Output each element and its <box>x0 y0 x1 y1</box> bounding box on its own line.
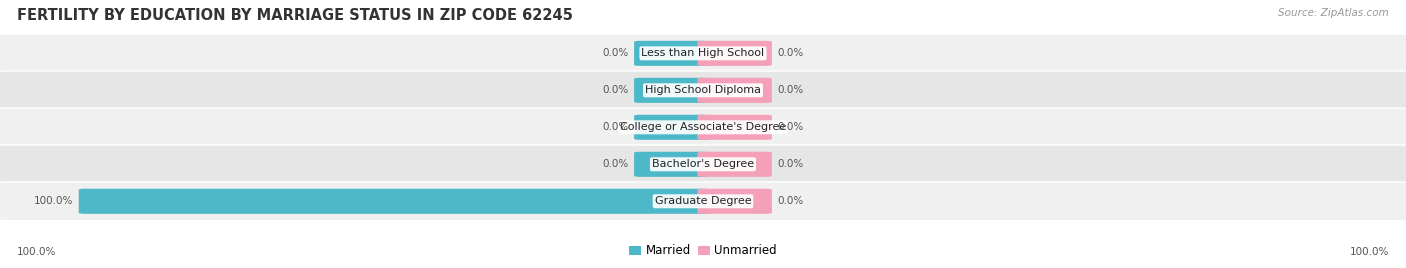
Text: 0.0%: 0.0% <box>778 196 804 206</box>
Text: 0.0%: 0.0% <box>778 85 804 95</box>
FancyBboxPatch shape <box>0 34 1406 73</box>
FancyBboxPatch shape <box>697 189 772 214</box>
Text: Source: ZipAtlas.com: Source: ZipAtlas.com <box>1278 8 1389 18</box>
Text: College or Associate's Degree: College or Associate's Degree <box>620 122 786 132</box>
FancyBboxPatch shape <box>634 115 709 140</box>
FancyBboxPatch shape <box>697 152 772 177</box>
Legend: Married, Unmarried: Married, Unmarried <box>624 240 782 262</box>
FancyBboxPatch shape <box>0 71 1406 110</box>
FancyBboxPatch shape <box>634 152 709 177</box>
Text: FERTILITY BY EDUCATION BY MARRIAGE STATUS IN ZIP CODE 62245: FERTILITY BY EDUCATION BY MARRIAGE STATU… <box>17 8 572 23</box>
Text: 0.0%: 0.0% <box>778 122 804 132</box>
FancyBboxPatch shape <box>697 115 772 140</box>
Text: 0.0%: 0.0% <box>778 159 804 169</box>
Text: 0.0%: 0.0% <box>602 122 628 132</box>
Text: 100.0%: 100.0% <box>17 247 56 257</box>
FancyBboxPatch shape <box>0 108 1406 147</box>
FancyBboxPatch shape <box>634 41 709 66</box>
Text: Bachelor's Degree: Bachelor's Degree <box>652 159 754 169</box>
FancyBboxPatch shape <box>697 78 772 103</box>
Text: 0.0%: 0.0% <box>602 159 628 169</box>
FancyBboxPatch shape <box>697 41 772 66</box>
Text: 100.0%: 100.0% <box>1350 247 1389 257</box>
Text: 0.0%: 0.0% <box>602 48 628 58</box>
FancyBboxPatch shape <box>634 78 709 103</box>
Text: High School Diploma: High School Diploma <box>645 85 761 95</box>
Text: Graduate Degree: Graduate Degree <box>655 196 751 206</box>
Text: 0.0%: 0.0% <box>602 85 628 95</box>
Text: Less than High School: Less than High School <box>641 48 765 58</box>
FancyBboxPatch shape <box>79 189 709 214</box>
FancyBboxPatch shape <box>0 182 1406 221</box>
Text: 100.0%: 100.0% <box>34 196 73 206</box>
FancyBboxPatch shape <box>0 145 1406 184</box>
Text: 0.0%: 0.0% <box>778 48 804 58</box>
